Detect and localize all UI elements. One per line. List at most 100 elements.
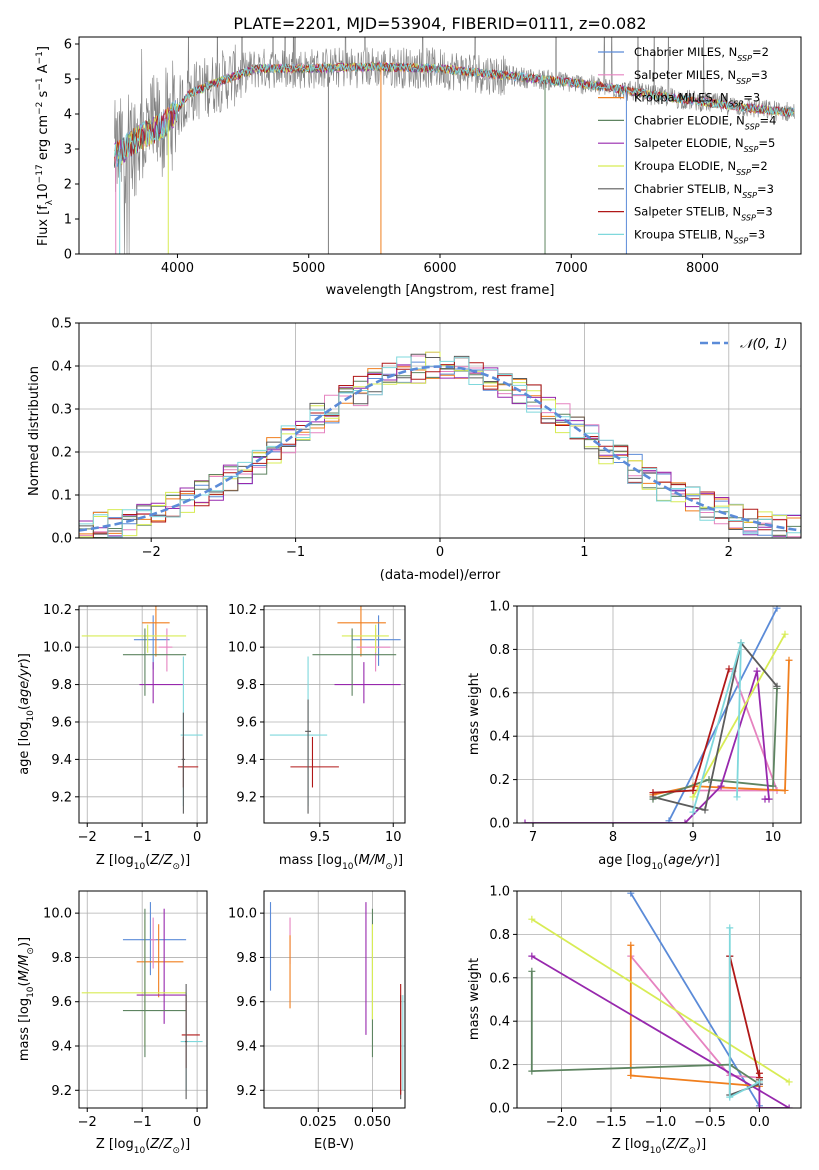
legend-label-sub: SSP (741, 213, 756, 222)
legend-label: Kroupa MILES, NSSP=3 (634, 91, 760, 109)
x-tick-label: 0.0 (749, 1115, 770, 1130)
y-tick-label: 0.4 (489, 730, 510, 745)
weight-line-7 (652, 668, 730, 794)
spectrum-ylabel-part: ] (36, 46, 51, 51)
model-spectrum-8 (114, 61, 795, 167)
weight-marker (726, 924, 734, 932)
legend-label: Kroupa STELIB, NSSP=3 (634, 227, 765, 245)
age-vs-mass-axis-frame: 9.5 10 9.2 9.4 9.6 9.8 10.0 10.2 (228, 603, 406, 845)
axes-box (516, 605, 802, 824)
weight-marker (785, 1078, 793, 1086)
mwZ-xlabel-part: Z [log (612, 1137, 650, 1152)
massZ-xlabel: Z [log10(Z/Z⊙)] (96, 1137, 190, 1156)
weight-marker (521, 819, 529, 823)
x-tick-label: −1.5 (595, 1115, 627, 1130)
legend-label-sub: SSP (736, 76, 751, 85)
y-tick-label: 0.0 (51, 532, 72, 547)
y-tick-label: 0.8 (489, 928, 510, 943)
legend-label-suffix: =3 (756, 205, 773, 219)
figure-title: PLATE=2201, MJD=53904, FIBERID=0111, z=0… (233, 14, 646, 33)
y-tick-label: 10.0 (228, 641, 257, 656)
mwZ-xlabel-part: ( (661, 1137, 666, 1152)
agemass-xlabel-part: ⊙ (385, 862, 393, 872)
y-tick-label: 4 (64, 108, 72, 123)
x-tick-label: 9.5 (309, 830, 330, 845)
weight-marker (773, 682, 781, 690)
mwZ-xlabel-part: 10 (650, 1146, 662, 1156)
y-tick-label: 0.2 (489, 773, 510, 788)
axes-box (263, 605, 406, 824)
y-tick-label: 2 (64, 178, 72, 193)
y-tick-label: 0.6 (489, 971, 510, 986)
spectrum-ylabel-part: A (36, 64, 51, 77)
agemass-xlabel: mass [log10(M/M⊙)] (279, 853, 403, 872)
agemass-xlabel-part: ( (354, 853, 359, 868)
spectrum-ylabel-part: −2 (35, 102, 45, 115)
spectrum-ylabel-part: λ (45, 199, 55, 205)
mwage-xlabel-part: )] (710, 853, 720, 868)
y-tick-label: 3 (64, 143, 72, 158)
legend-label: Chabrier STELIB, NSSP=3 (634, 182, 774, 200)
legend-label-suffix: =2 (751, 159, 768, 173)
mwage-xlabel: age [log10(age/yr)] (598, 853, 720, 872)
x-tick-label: −2 (142, 545, 161, 560)
weight-marker (769, 782, 777, 790)
legend-label-suffix: =3 (751, 68, 768, 82)
residual-histogram-axis-frame: −2 −1 0 1 2 0.0 0.1 0.2 0.3 0.4 0.5 (51, 317, 802, 560)
weight-marker (528, 915, 536, 923)
massweight-vs-Z-axis-frame: −2.0 −1.5 −1.0 −0.5 0.0 0.0 0.2 0.4 0.6 0.8 1.0 (489, 885, 802, 1130)
spectrum-ylabel-part: −1 (35, 51, 45, 64)
massZ-xlabel-part: ( (145, 1137, 150, 1152)
age-vs-mass-plot-area (269, 606, 401, 814)
weight-marker (785, 656, 793, 664)
mwZ-xlabel-part: )] (696, 1137, 706, 1152)
weight-marker (733, 793, 741, 801)
massZ-ylabel-part: ⊙ (26, 947, 36, 955)
y-tick-label: 10.0 (43, 641, 72, 656)
spectrum-ylabel-part: Flux [f (36, 205, 51, 246)
massZ-ylabel-part: mass [log (17, 998, 32, 1061)
weight-marker (717, 782, 725, 790)
x-tick-label: 8000 (686, 261, 719, 276)
weight-marker (665, 817, 673, 823)
weight-line-2 (652, 660, 790, 796)
ageZ-ylabel-part: age/yr (17, 662, 32, 705)
ageZ-ylabel: age [log10(age/yr)] (17, 653, 36, 775)
weight-marker (689, 786, 697, 794)
residual-histogram-plot-area (79, 351, 801, 538)
spectrum-ylabel-part: −1 (35, 77, 45, 90)
mass-vs-EBV-plot-area (269, 902, 404, 1100)
y-tick-label: 1.0 (489, 600, 510, 615)
weight-marker (627, 891, 635, 897)
weight-marker (755, 1078, 763, 1086)
mass-vs-EBV-axes (264, 891, 405, 1108)
y-tick-label: 1 (64, 213, 72, 228)
y-tick-label: 0.5 (51, 317, 72, 332)
x-tick-label: 1 (580, 545, 588, 560)
mass-vs-Z-axis-frame: −2 −1 0 9.2 9.4 9.6 9.8 10.0 (43, 890, 208, 1130)
axes-box (78, 605, 208, 824)
legend-label: Salpeter MILES, NSSP=3 (634, 68, 768, 86)
mwage-ylabel: mass weight (467, 673, 482, 755)
weight-marker (785, 1104, 793, 1108)
massZ-xlabel-part: Z [log (96, 1137, 134, 1152)
agemass-xlabel-part: M/M (359, 853, 386, 868)
axes-box (263, 890, 406, 1109)
legend-label-text: Salpeter ELODIE, N (634, 136, 744, 150)
legend-label-text: Chabrier ELODIE, N (634, 113, 745, 127)
spectrum-ylabel: Flux [fλ10−17 erg cm−2 s−1 A−1] (35, 46, 55, 246)
ageZ-xlabel: Z [log10(Z/Z⊙)] (96, 853, 190, 872)
massZ-ylabel-part: M/M (17, 955, 32, 982)
x-tick-label: 2 (725, 545, 733, 560)
weight-marker (781, 786, 789, 794)
weight-marker (761, 795, 769, 803)
x-tick-label: 7000 (555, 261, 588, 276)
y-tick-label: 0 (64, 248, 72, 263)
y-tick-label: 10.0 (228, 907, 257, 922)
mwZ-xlabel-part: Z/Z (665, 1137, 689, 1152)
ageZ-xlabel-part: Z [log (96, 853, 134, 868)
y-tick-label: 9.8 (51, 678, 72, 693)
y-tick-label: 0.4 (51, 360, 72, 375)
